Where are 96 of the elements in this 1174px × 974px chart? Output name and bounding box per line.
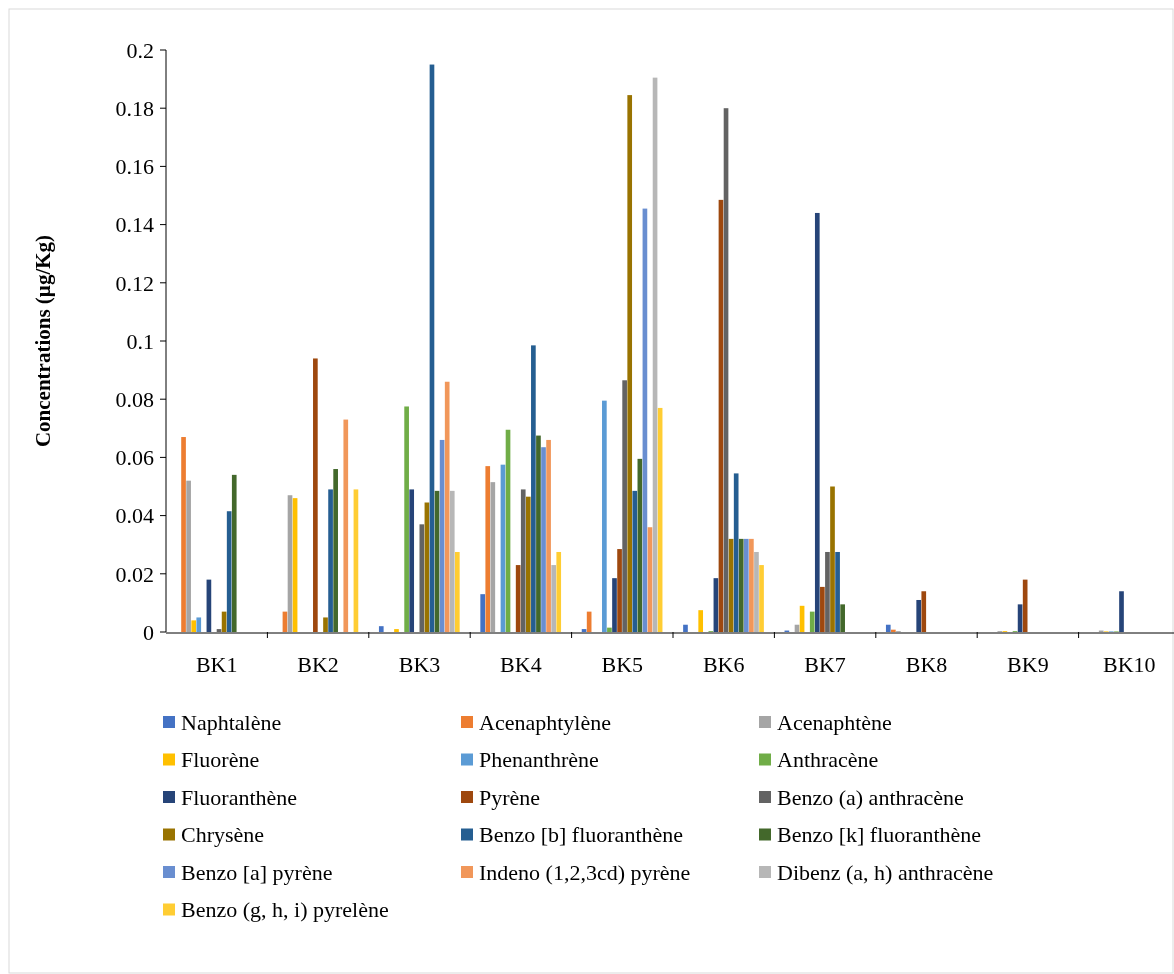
bar [181,437,186,632]
bar [551,565,556,632]
bar [525,496,531,632]
bar [632,490,638,632]
y-tick-label: 0.14 [115,212,154,238]
legend-label: Pyrène [479,784,541,810]
bar [830,486,835,632]
bar [733,473,739,632]
bar [328,489,333,632]
bar [444,381,450,632]
legend-label: Indeno (1,2,3cd) pyrène [479,859,691,885]
y-tick-label: 0.06 [115,445,154,471]
bar [378,626,384,632]
bar [531,345,536,632]
bar [546,439,551,632]
x-tick-label: BK8 [905,652,948,677]
legend-label: Benzo [b] fluoranthène [479,822,684,848]
bar [612,578,617,632]
bar [226,511,232,632]
bar [835,551,840,632]
bar [885,624,891,632]
bar [454,551,460,632]
bar [394,629,399,632]
bar [541,447,546,632]
bar [404,406,409,632]
legend-label: Benzo [k] fluoranthène [777,822,982,848]
bar [617,549,622,632]
bar [1119,591,1124,632]
y-tick-label: 0.08 [115,386,154,412]
bar [343,419,349,632]
legend-label: Naphtalène [181,709,282,735]
x-tick-label: BK5 [601,652,644,677]
bar [409,489,415,632]
bar [814,212,820,632]
y-tick-label: 0.1 [126,328,154,354]
bar [1022,579,1028,632]
x-tick-label: BK9 [1007,652,1049,677]
x-tick-label: BK6 [702,652,745,677]
bar [196,617,202,632]
legend-label: Benzo [a] pyrène [181,859,333,885]
bar [840,604,845,632]
legend-label: Benzo (g, h, i) pyrelène [181,897,389,923]
legend-label: Phenanthrène [479,747,599,773]
bar [480,594,486,632]
bar [520,489,526,632]
legend-label: Anthracène [777,747,879,773]
legend-label: Fluoranthène [181,784,298,810]
bar [825,551,830,632]
legend-label: Fluorène [181,747,260,773]
bar [820,586,825,632]
bar [323,617,328,632]
bar [738,538,744,632]
bar [921,591,927,632]
legend-label: Chrysène [181,822,265,848]
x-tick-label: BK1 [195,652,238,677]
bar [536,435,541,632]
bar [191,620,197,632]
bar [759,565,764,632]
bar [186,480,191,632]
bar [916,599,922,632]
x-tick-label: BK10 [1103,652,1156,677]
y-tick-label: 0.2 [126,37,154,63]
legend-label: Dibenz (a, h) anthracène [777,859,994,885]
bar [515,565,521,632]
y-tick-label: 0.16 [115,154,154,180]
bar [449,490,455,632]
bar [743,538,749,632]
bar [602,400,607,632]
y-tick-label: 0.02 [115,561,154,587]
bar [333,469,338,632]
y-tick-label: 0 [143,619,154,645]
legend-label: Acenaphtène [777,709,892,735]
y-tick-label: 0.04 [115,503,154,529]
x-tick-label: BK3 [398,652,441,677]
y-tick-label: 0.18 [115,95,154,121]
bar [809,611,815,632]
y-tick-label: 0.12 [115,270,154,296]
bar [622,380,627,632]
legend-label: Benzo (a) anthracène [777,784,964,810]
bar [313,358,318,632]
bar [231,474,237,632]
x-tick-label: BK7 [804,652,846,677]
bar [698,610,704,632]
legend-label: Acenaphtylène [479,709,611,735]
x-tick-label: BK4 [500,652,542,677]
bar [627,95,633,632]
bar [749,538,754,632]
bar [754,551,759,632]
bar [683,624,688,632]
bar [891,629,896,632]
bar [607,627,612,632]
bar [490,482,496,632]
y-axis-title: Concentrations (µg/Kg) [31,234,55,448]
bar [556,551,562,632]
bar [485,466,491,632]
x-tick-label: BK2 [297,652,339,677]
